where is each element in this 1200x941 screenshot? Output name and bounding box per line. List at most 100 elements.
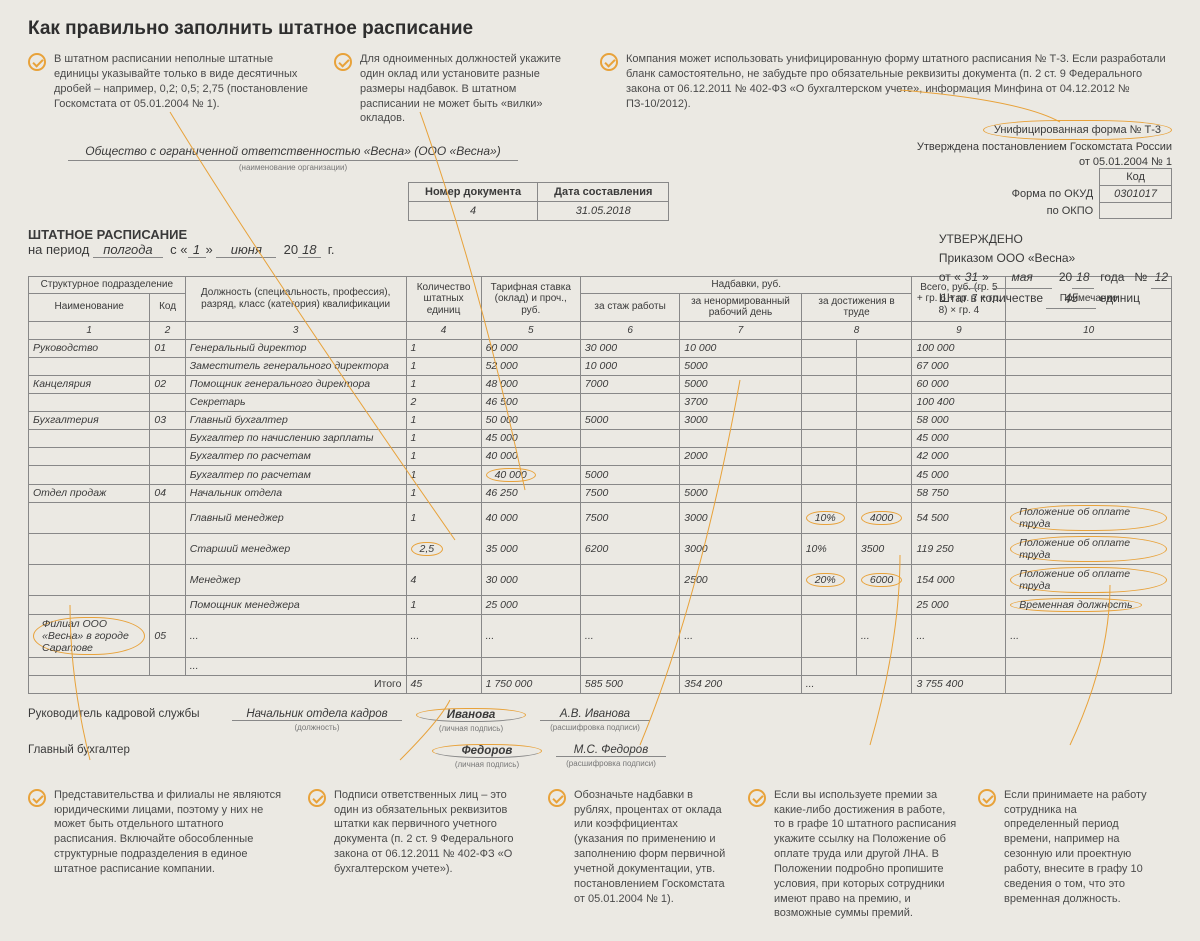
cell-code: 04 <box>150 484 185 502</box>
table-row: Филиал ООО «Весна» в городе Саратове05..… <box>29 614 1172 657</box>
cell-allow-a: 30 000 <box>580 339 679 357</box>
check-icon <box>308 789 326 807</box>
doc-num: 4 <box>409 202 538 221</box>
cell-allow-a: ... <box>580 614 679 657</box>
okpo-label: по ОКПО <box>998 203 1100 219</box>
cell-total: 54 500 <box>912 502 1006 533</box>
cell-dept <box>29 429 150 447</box>
tip-text: В штатном расписании неполные штатные ед… <box>54 52 308 126</box>
cell-qty: 1 <box>406 484 481 502</box>
table-row: Заместитель генерального директора152 00… <box>29 357 1172 375</box>
cell-dept <box>29 657 150 675</box>
cell-allow-c-amt <box>856 375 912 393</box>
tip-1: В штатном расписании неполные штатные ед… <box>28 52 308 126</box>
cell-qty: 1 <box>406 411 481 429</box>
cell-rate: 40 000 <box>481 465 580 484</box>
from-year: 18 <box>298 242 320 258</box>
check-icon <box>28 789 46 807</box>
cell-allow-b <box>680 429 801 447</box>
cell-job: Секретарь <box>185 393 406 411</box>
check-icon <box>28 53 46 71</box>
cell-allow-a <box>580 447 679 465</box>
cell-total: 67 000 <box>912 357 1006 375</box>
sign-cap: (личная подпись) <box>439 724 503 733</box>
col-qty: Количество штатных единиц <box>406 277 481 322</box>
hr-name: А.В. Иванова <box>540 708 650 721</box>
cell-rate: 46 500 <box>481 393 580 411</box>
cell-note: Временная должность <box>1006 595 1172 614</box>
cell-allow-c-pct <box>801 429 856 447</box>
col-c: за достижения в труде <box>801 293 912 321</box>
cell-rate: 40 000 <box>481 447 580 465</box>
table-row: Руководство01Генеральный директор160 000… <box>29 339 1172 357</box>
staff-count: 45 <box>1046 289 1096 309</box>
colnum: 3 <box>185 321 406 339</box>
cell-total: 100 400 <box>912 393 1006 411</box>
cell-code: 03 <box>150 411 185 429</box>
cell-allow-b: 10 000 <box>680 339 801 357</box>
col-allowances: Надбавки, руб. <box>580 277 912 294</box>
cell-rate <box>481 657 580 675</box>
cell-allow-c-pct <box>801 447 856 465</box>
cell-total <box>912 657 1006 675</box>
table-row: Канцелярия02Помощник генерального директ… <box>29 375 1172 393</box>
check-icon <box>748 789 766 807</box>
cell-allow-b: 5000 <box>680 357 801 375</box>
bottom-tips: Представительства и филиалы не являются … <box>28 788 1172 922</box>
cell-allow-c-amt <box>856 484 912 502</box>
cell-allow-a: 10 000 <box>580 357 679 375</box>
cell-allow-a <box>580 564 679 595</box>
cell-allow-b <box>680 595 801 614</box>
cell-allow-c-amt <box>856 429 912 447</box>
cell-allow-c-pct <box>801 339 856 357</box>
approve-num-label: № <box>1134 270 1147 284</box>
cell-total: 58 000 <box>912 411 1006 429</box>
cell-qty: 1 <box>406 375 481 393</box>
cell-rate: 25 000 <box>481 595 580 614</box>
cell-job: Бухгалтер по расчетам <box>185 465 406 484</box>
table-row: ... <box>29 657 1172 675</box>
cell-total: 42 000 <box>912 447 1006 465</box>
cell-qty: ... <box>406 614 481 657</box>
tip-text: Подписи ответственных лиц – это один из … <box>334 788 528 877</box>
cell-allow-c-pct <box>801 411 856 429</box>
cell-allow-c-pct <box>801 465 856 484</box>
cell-note <box>1006 357 1172 375</box>
table-row: Отдел продаж04Начальник отдела146 250750… <box>29 484 1172 502</box>
tip-3: Компания может использовать унифицирован… <box>600 52 1172 126</box>
tip-b2: Подписи ответственных лиц – это один из … <box>308 788 528 877</box>
table-row: Бухгалтер по начислению зарплаты145 0004… <box>29 429 1172 447</box>
staff-prefix: Штат в количестве <box>939 291 1043 305</box>
cell-allow-b: 3000 <box>680 533 801 564</box>
cell-job: Старший менеджер <box>185 533 406 564</box>
cell-job: ... <box>185 657 406 675</box>
col-job: Должность (специальность, профессия), ра… <box>185 277 406 322</box>
staffing-table: Структурное подразделение Должность (спе… <box>28 276 1172 694</box>
itogo-rate: 1 750 000 <box>481 675 580 693</box>
cell-allow-a <box>580 429 679 447</box>
cell-total: 119 250 <box>912 533 1006 564</box>
cell-qty: 1 <box>406 595 481 614</box>
cell-code <box>150 393 185 411</box>
cell-allow-c-pct: 10% <box>801 502 856 533</box>
form-badge: Унифицированная форма № Т-3 Утверждена п… <box>917 120 1172 169</box>
check-icon <box>334 53 352 71</box>
cell-allow-a: 7500 <box>580 502 679 533</box>
cell-dept: Руководство <box>29 339 150 357</box>
cell-code <box>150 465 185 484</box>
cell-code: 05 <box>150 614 185 657</box>
cell-total: 58 750 <box>912 484 1006 502</box>
cell-allow-b: 3000 <box>680 502 801 533</box>
cell-code <box>150 502 185 533</box>
cell-allow-c-amt <box>856 447 912 465</box>
cell-qty: 1 <box>406 502 481 533</box>
cell-note <box>1006 429 1172 447</box>
col-code: Код <box>150 293 185 321</box>
cell-code <box>150 657 185 675</box>
itogo-label: Итого <box>29 675 407 693</box>
table-row: Менеджер430 000250020%6000154 000Положен… <box>29 564 1172 595</box>
cell-job: Главный бухгалтер <box>185 411 406 429</box>
approve-by: Приказом ООО «Весна» <box>939 249 1172 268</box>
cell-qty: 1 <box>406 429 481 447</box>
cell-note <box>1006 657 1172 675</box>
